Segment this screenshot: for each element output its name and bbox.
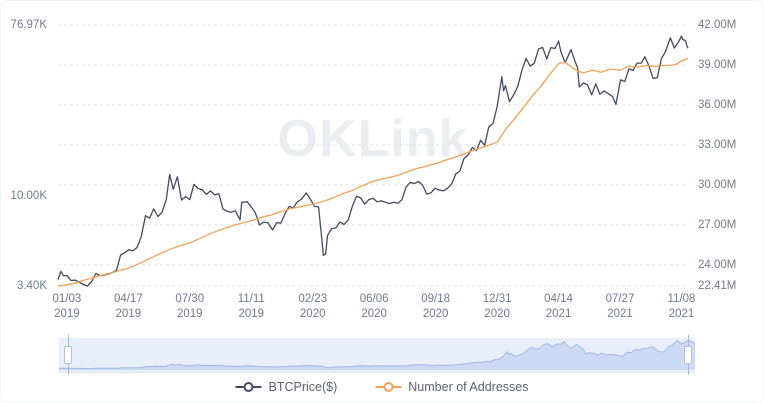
x-axis-tick-label: 04/14 2021 bbox=[544, 293, 573, 320]
navigator-mini-chart bbox=[59, 339, 695, 370]
right-axis-tick-label: 39.00M bbox=[698, 58, 737, 71]
btc-price-legend-marker-icon bbox=[235, 382, 262, 392]
main-chart-plot-area[interactable] bbox=[1, 1, 764, 331]
legend-label-btc-price: BTCPrice($) bbox=[268, 380, 338, 394]
x-axis-tick-label: 11/08 2021 bbox=[667, 293, 696, 320]
x-axis-tick-label: 01/03 2019 bbox=[52, 293, 82, 320]
right-axis-tick-label: 30.00M bbox=[698, 178, 737, 191]
btc-price-line bbox=[57, 35, 689, 287]
navigator-area bbox=[59, 340, 695, 370]
right-axis-tick-label: 24.00M bbox=[698, 258, 737, 271]
x-axis-tick-label: 04/17 2019 bbox=[113, 293, 143, 320]
legend: BTCPrice($) Number of Addresses bbox=[235, 378, 528, 396]
left-axis-tick-label: 10.00K bbox=[10, 189, 47, 202]
right-axis-tick-label: 22.41M bbox=[698, 280, 737, 292]
x-axis-tick-label: 12/31 2020 bbox=[482, 293, 512, 320]
navigator-line bbox=[59, 339, 695, 369]
addresses-line bbox=[57, 57, 689, 287]
x-axis-tick-label: 07/27 2021 bbox=[605, 293, 635, 320]
x-axis-tick-label: 02/23 2020 bbox=[298, 293, 328, 320]
oklink-watermark: OKLink bbox=[277, 110, 469, 168]
navigator-track[interactable] bbox=[59, 335, 695, 375]
right-axis-tick-label: 36.00M bbox=[698, 98, 737, 111]
x-axis-tick-label: 11/11 2019 bbox=[237, 293, 265, 320]
x-axis-tick-label: 06/06 2020 bbox=[359, 293, 389, 320]
legend-item-btc-price[interactable]: BTCPrice($) bbox=[235, 380, 338, 394]
legend-label-number-of-addresses: Number of Addresses bbox=[408, 380, 529, 394]
number-of-addresses-legend-marker-icon bbox=[375, 382, 402, 392]
right-axis-tick-label: 33.00M bbox=[698, 138, 737, 151]
x-axis-tick-label: 09/18 2020 bbox=[421, 293, 451, 320]
left-axis-tick-label: 3.40K bbox=[16, 280, 47, 292]
navigator-left-handle[interactable] bbox=[64, 346, 72, 364]
right-axis-tick-label: 42.00M bbox=[698, 19, 737, 31]
left-axis-tick-label: 76.97K bbox=[10, 19, 47, 31]
x-axis-tick-label: 07/30 2019 bbox=[175, 293, 205, 320]
legend-item-number-of-addresses[interactable]: Number of Addresses bbox=[375, 380, 528, 394]
navigator-right-handle[interactable] bbox=[684, 346, 692, 364]
right-axis-tick-label: 27.00M bbox=[698, 218, 737, 231]
